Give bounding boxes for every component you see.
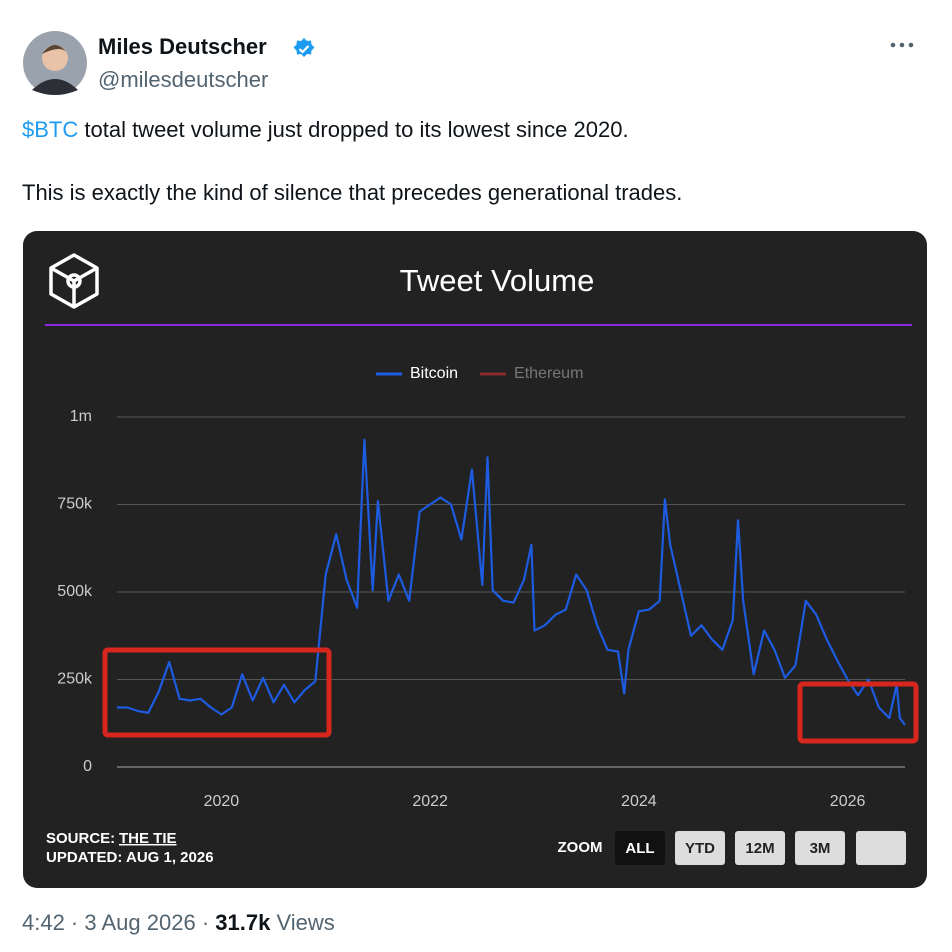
y-tick-label: 0 — [83, 758, 92, 775]
tweet-text-line: This is exactly the kind of silence that… — [22, 180, 683, 205]
x-tick-label: 2024 — [621, 793, 657, 810]
source-link[interactable]: THE TIE — [119, 830, 177, 847]
legend-label[interactable]: Ethereum — [514, 365, 583, 382]
highlight-box — [797, 681, 919, 744]
view-count: 31.7k — [215, 910, 271, 935]
zoom-button[interactable] — [675, 831, 725, 865]
author-name[interactable]: Miles Deutscher — [98, 34, 267, 59]
data-line — [117, 438, 906, 726]
views-label: Views — [276, 910, 335, 935]
y-tick-label: 1m — [70, 408, 92, 425]
logo — [49, 253, 99, 309]
zoom-button[interactable] — [735, 831, 785, 865]
verified-badge — [293, 38, 315, 57]
chart: Tweet Volume SOURCE: THE TIE UPDATED: AU… — [23, 231, 927, 888]
zoom-label: ZOOM — [558, 839, 603, 856]
x-tick-label: 2022 — [412, 793, 448, 810]
zoom-button-label[interactable]: ALL — [625, 840, 654, 857]
zoom-button-label[interactable]: 3M — [810, 840, 831, 857]
cashtag[interactable]: $BTC — [22, 117, 79, 142]
y-tick-label: 750k — [57, 496, 93, 513]
x-tick-label: 2020 — [204, 793, 240, 810]
zoom-button-label[interactable]: 12M — [745, 840, 774, 857]
zoom-button-label[interactable]: YTD — [685, 840, 715, 857]
tweet-text-line: total tweet volume just dropped to its l… — [84, 117, 629, 142]
source-label: SOURCE: — [46, 830, 115, 847]
avatar[interactable] — [22, 30, 88, 96]
author-handle[interactable]: @milesdeutscher — [98, 67, 269, 92]
timestamp[interactable]: 4:42 · 3 Aug 2026 — [22, 910, 196, 935]
tweet-text: $BTC total tweet volume just dropped to … — [22, 117, 629, 143]
y-tick-label: 500k — [57, 583, 93, 600]
zoom-button[interactable] — [795, 831, 845, 865]
highlight-box — [102, 647, 332, 738]
x-tick-label: 2026 — [830, 793, 866, 810]
legend-label[interactable]: Bitcoin — [410, 365, 458, 382]
more-menu[interactable] — [888, 38, 918, 52]
tweet-footer: 4:42 · 3 Aug 2026 · 31.7k Views — [22, 910, 335, 936]
separator: · — [201, 910, 210, 935]
updated-label: UPDATED: AUG 1, 2026 — [46, 849, 214, 866]
y-tick-label: 250k — [57, 671, 93, 688]
zoom-button[interactable] — [856, 831, 906, 865]
zoom-button[interactable] — [615, 831, 665, 865]
chart-title: Tweet Volume — [400, 263, 595, 298]
